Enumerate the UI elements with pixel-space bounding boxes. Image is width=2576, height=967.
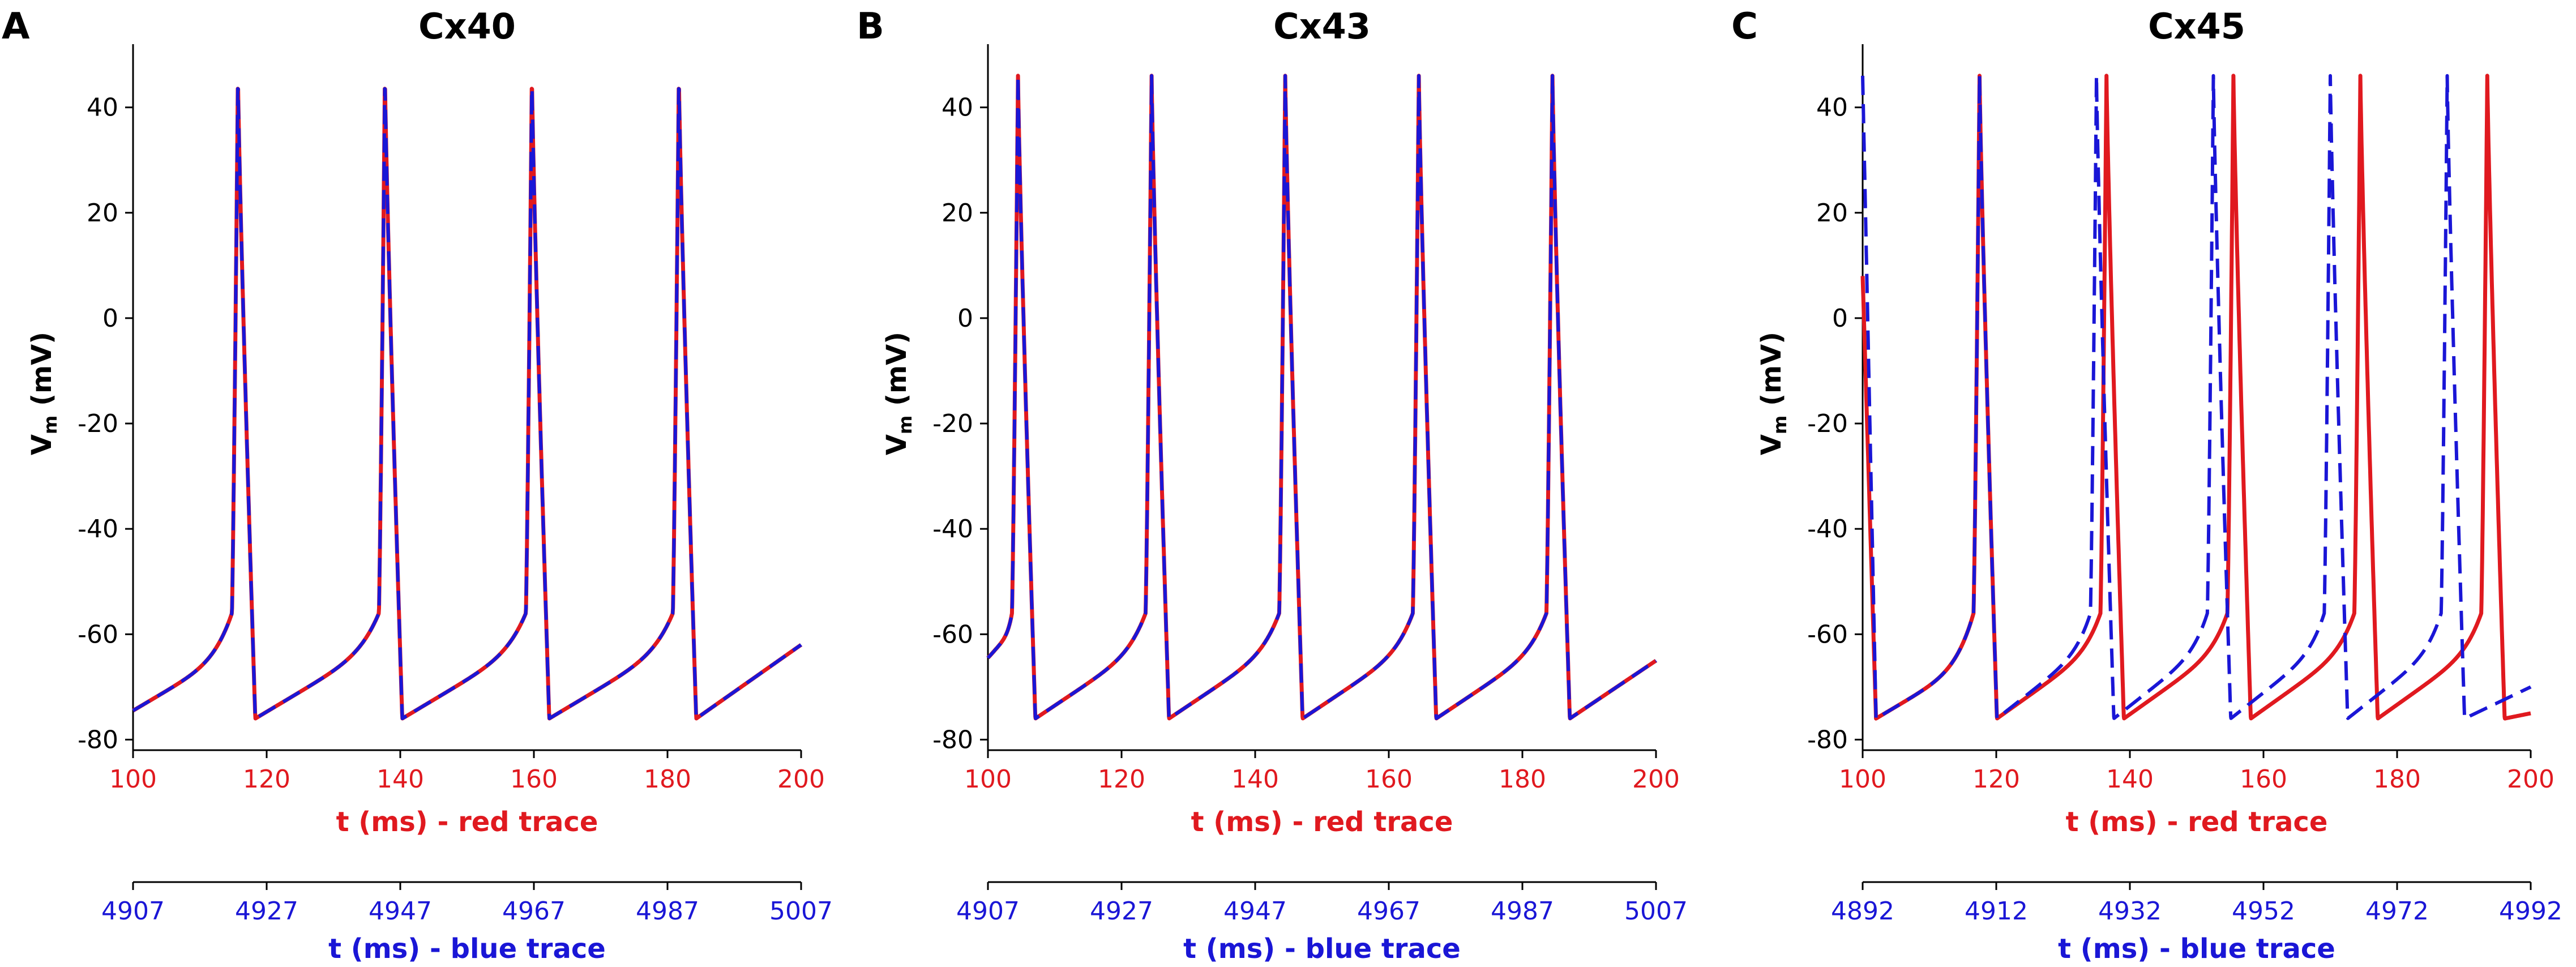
y-axis-label-unit: (mV) (881, 332, 913, 416)
x-tick-label-red: 100 (1839, 765, 1886, 794)
x-tick-label-red: 160 (2240, 765, 2287, 794)
panel-b: B Cx43 -80 -60 -40 -20 0 20 40 100 120 140 160 180 2… (857, 6, 1688, 965)
chart-title: Cx45 (2148, 6, 2245, 47)
x-tick-label-red: 180 (2373, 765, 2421, 794)
y-axis-label-sub: m (40, 416, 61, 434)
traces (1860, 74, 2532, 721)
axes: -80 -60 -40 -20 0 20 40 100 120 140 160 180 200 4907 4… (932, 44, 1688, 926)
y-tick-label: 20 (1816, 199, 1848, 228)
x-axis-label-blue: t (ms) - blue trace (2058, 933, 2335, 965)
y-axis-label-main: V (881, 434, 913, 455)
y-tick-label: -20 (932, 409, 973, 438)
y-axis-label: Vm (mV) (26, 332, 61, 455)
x-tick-label-red: 200 (777, 765, 825, 794)
x-tick-label-blue: 4967 (1357, 897, 1420, 926)
x-tick-label-red: 120 (1098, 765, 1145, 794)
x-tick-label-red: 140 (2106, 765, 2154, 794)
x-tick-label-red: 100 (964, 765, 1012, 794)
y-tick-label: 0 (102, 304, 118, 333)
y-tick-label: 0 (1832, 304, 1848, 333)
y-tick-label: -40 (78, 515, 118, 544)
x-tick-label-blue: 4927 (1090, 897, 1153, 926)
x-tick-label-blue: 4907 (101, 897, 165, 926)
x-axis-label-red: t (ms) - red trace (2066, 806, 2328, 838)
x-tick-label-blue: 4967 (502, 897, 566, 926)
y-tick-label: -60 (78, 620, 118, 649)
traces (986, 74, 1658, 721)
y-axis-label-unit: (mV) (1756, 332, 1787, 416)
x-tick-label-blue: 4947 (1223, 897, 1287, 926)
x-tick-label-red: 180 (1499, 765, 1546, 794)
y-tick-label: 20 (87, 199, 118, 228)
x-tick-label-blue: 5007 (769, 897, 833, 926)
axes: -80 -60 -40 -20 0 20 40 100 120 140 160 180 200 4907 4… (78, 44, 833, 926)
x-axis-label-blue: t (ms) - blue trace (1183, 933, 1461, 965)
blue-trace-line (1861, 74, 2532, 721)
x-tick-label-blue: 5007 (1624, 897, 1688, 926)
y-axis-label-sub: m (895, 416, 916, 434)
y-tick-label: 40 (942, 93, 973, 122)
y-tick-label: -80 (78, 725, 118, 754)
x-tick-label-red: 160 (1365, 765, 1413, 794)
x-tick-label-blue: 4927 (235, 897, 298, 926)
panel-label: C (1731, 6, 1758, 48)
chart-title: Cx43 (1273, 6, 1371, 47)
x-tick-label-red: 180 (644, 765, 691, 794)
y-axis-label-main: V (26, 434, 58, 455)
y-axis-label-unit: (mV) (26, 332, 58, 416)
x-tick-label-blue: 4907 (956, 897, 1020, 926)
red-trace-line (1860, 74, 2532, 721)
x-tick-label-blue: 4947 (369, 897, 432, 926)
y-tick-label: -80 (932, 725, 973, 754)
x-axis-label-red: t (ms) - red trace (336, 806, 598, 838)
axes: -80 -60 -40 -20 0 20 40 100 120 140 160 180 200 4892 4… (1807, 44, 2562, 926)
x-tick-label-blue: 4987 (636, 897, 699, 926)
y-axis-label-main: V (1756, 434, 1787, 455)
y-tick-label: 20 (942, 199, 973, 228)
x-tick-label-red: 140 (1231, 765, 1279, 794)
x-axis-label-red: t (ms) - red trace (1191, 806, 1453, 838)
x-tick-label-blue: 4972 (2365, 897, 2429, 926)
y-tick-label: -60 (1807, 620, 1848, 649)
traces (131, 87, 803, 721)
x-tick-label-blue: 4987 (1491, 897, 1554, 926)
blue-trace-line (131, 87, 803, 720)
x-tick-label-blue: 4992 (2499, 897, 2562, 926)
x-tick-label-red: 140 (376, 765, 424, 794)
y-tick-label: -40 (932, 515, 973, 544)
x-tick-label-red: 120 (1972, 765, 2020, 794)
x-axis-label-blue: t (ms) - blue trace (328, 933, 606, 965)
x-tick-label-red: 160 (510, 765, 558, 794)
y-tick-label: 0 (957, 304, 973, 333)
y-tick-label: -40 (1807, 515, 1848, 544)
panel-label: B (857, 6, 884, 48)
y-tick-label: 40 (1816, 93, 1848, 122)
x-tick-label-blue: 4912 (1965, 897, 2028, 926)
y-tick-label: -20 (78, 409, 118, 438)
y-tick-label: -60 (932, 620, 973, 649)
y-axis-label-sub: m (1769, 416, 1791, 434)
y-axis-label: Vm (mV) (1756, 332, 1791, 455)
y-tick-label: 40 (87, 93, 118, 122)
panel-a: A Cx40 -80 -60 -40 -20 0 20 40 100 120 140 160 180 2… (2, 6, 833, 965)
x-tick-label-red: 200 (1632, 765, 1680, 794)
chart-title: Cx40 (418, 6, 516, 47)
y-axis-label: Vm (mV) (881, 332, 916, 455)
y-tick-label: -80 (1807, 725, 1848, 754)
x-tick-label-red: 200 (2507, 765, 2554, 794)
panel-c: C Cx45 -80 -60 -40 -20 0 20 40 100 120 140 160 180 2… (1731, 6, 2562, 965)
x-tick-label-blue: 4932 (2098, 897, 2162, 926)
y-tick-label: -20 (1807, 409, 1848, 438)
panel-label: A (2, 6, 30, 48)
x-tick-label-red: 120 (243, 765, 290, 794)
blue-trace-line (986, 74, 1658, 720)
x-tick-label-blue: 4952 (2232, 897, 2295, 926)
x-tick-label-red: 100 (109, 765, 157, 794)
x-tick-label-blue: 4892 (1831, 897, 1894, 926)
